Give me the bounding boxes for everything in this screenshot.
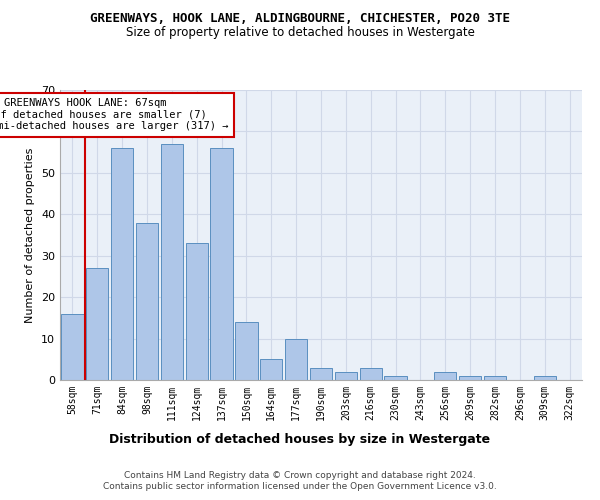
Bar xyxy=(111,148,133,380)
Bar xyxy=(310,368,332,380)
Bar xyxy=(359,368,382,380)
Text: Contains HM Land Registry data © Crown copyright and database right 2024.: Contains HM Land Registry data © Crown c… xyxy=(124,471,476,480)
Text: Size of property relative to detached houses in Westergate: Size of property relative to detached ho… xyxy=(125,26,475,39)
Bar xyxy=(161,144,183,380)
Bar xyxy=(260,360,283,380)
Bar xyxy=(335,372,357,380)
Bar xyxy=(211,148,233,380)
Bar xyxy=(136,222,158,380)
Text: Contains public sector information licensed under the Open Government Licence v3: Contains public sector information licen… xyxy=(103,482,497,491)
Y-axis label: Number of detached properties: Number of detached properties xyxy=(25,148,35,322)
Bar xyxy=(285,338,307,380)
Bar xyxy=(434,372,457,380)
Bar xyxy=(61,314,83,380)
Bar xyxy=(484,376,506,380)
Bar xyxy=(533,376,556,380)
Bar xyxy=(86,268,109,380)
Bar xyxy=(185,244,208,380)
Text: GREENWAYS HOOK LANE: 67sqm
← 2% of detached houses are smaller (7)
98% of semi-d: GREENWAYS HOOK LANE: 67sqm ← 2% of detac… xyxy=(0,98,229,132)
Bar xyxy=(235,322,257,380)
Bar xyxy=(385,376,407,380)
Bar xyxy=(459,376,481,380)
Text: Distribution of detached houses by size in Westergate: Distribution of detached houses by size … xyxy=(109,432,491,446)
Text: GREENWAYS, HOOK LANE, ALDINGBOURNE, CHICHESTER, PO20 3TE: GREENWAYS, HOOK LANE, ALDINGBOURNE, CHIC… xyxy=(90,12,510,26)
